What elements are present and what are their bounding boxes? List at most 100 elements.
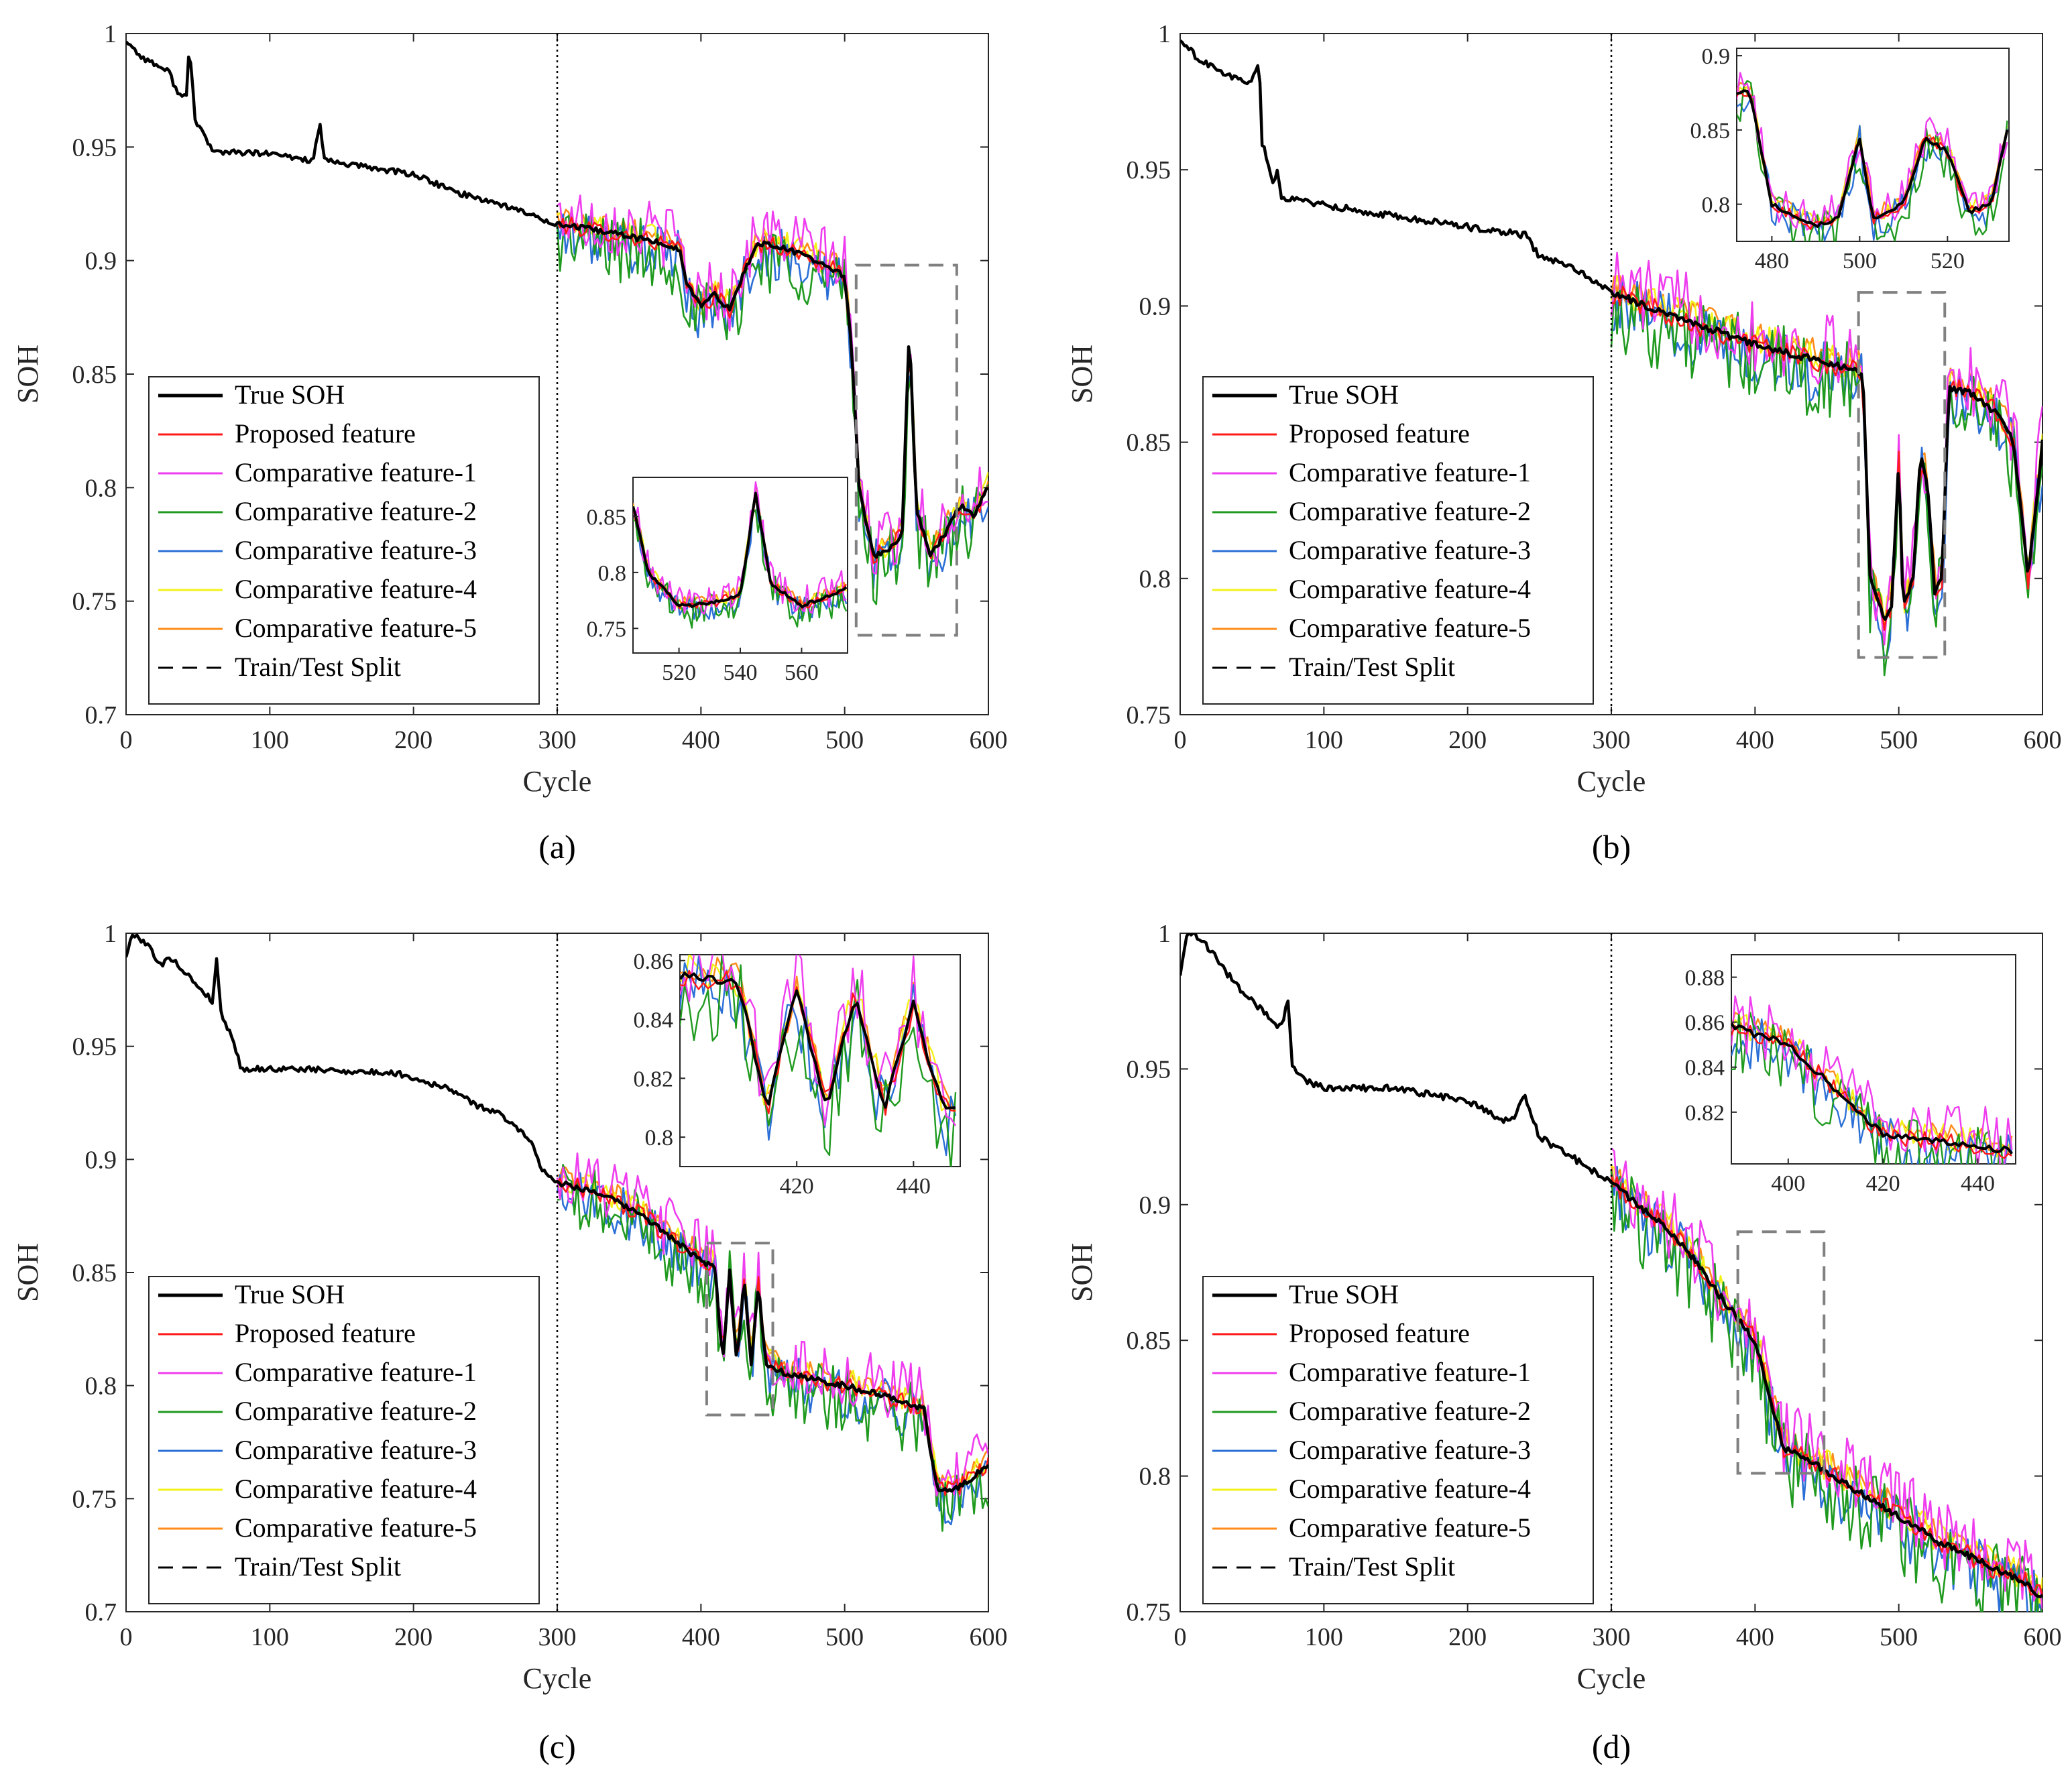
y-tick-label: 0.7: [85, 701, 117, 729]
legend-label: Comparative feature-3: [1289, 535, 1531, 565]
x-tick-label: 500: [825, 1623, 864, 1651]
inset-y-tick-label: 0.8: [598, 561, 627, 586]
legend-label: True SOH: [235, 1279, 345, 1309]
series-group: [1180, 933, 2042, 1612]
legend: True SOH Proposed feature Comparative feat…: [1202, 376, 1594, 705]
y-tick-label: 0.95: [1127, 1055, 1171, 1083]
x-tick-label: 0: [120, 1623, 133, 1651]
legend-label: Proposed feature: [235, 1318, 416, 1348]
inset-chart: 520 540 560 0.75 0.8 0.85: [587, 477, 848, 685]
x-axis-title: Cycle: [1577, 765, 1646, 798]
inset-series-line-2: [633, 481, 847, 615]
legend-label: Comparative feature-3: [235, 535, 477, 565]
x-tick-label: 200: [1448, 1623, 1487, 1651]
x-tick-label: 500: [825, 726, 864, 754]
chart-panel-d: 0 100 200 300 400 500 600 0.75 0.8 0.85 0.9 0.95 1 Cy…: [1066, 920, 2062, 1765]
x-tick-label: 0: [1174, 1623, 1187, 1651]
inset-series-line-1: [680, 969, 956, 1116]
inset-y-tick-label: 0.75: [587, 617, 627, 642]
x-tick-label: 400: [1736, 1623, 1774, 1651]
legend-label: Comparative feature-4: [235, 574, 477, 604]
zoom-box: [1857, 291, 1947, 659]
inset-y-tick-label: 0.8: [645, 1126, 674, 1150]
chart-panel-b: 0 100 200 300 400 500 600 0.75 0.8 0.85 0.9 0.95 1 Cy…: [1066, 20, 2062, 866]
inset-series-group: [633, 481, 848, 629]
legend-label: Train/Test Split: [1289, 652, 1455, 682]
x-tick-label: 100: [1305, 726, 1343, 754]
series-line-2: [1611, 1147, 2042, 1610]
chart-panel-a: 0 100 200 300 400 500 600 0.7 0.75 0.8 0.85 0.9 0.95…: [11, 20, 1008, 866]
legend-label: Comparative feature-4: [1289, 574, 1531, 604]
legend-label: Train/Test Split: [235, 652, 401, 682]
y-tick-label: 0.8: [1139, 1463, 1171, 1491]
inset-x-tick-label: 480: [1755, 249, 1789, 274]
x-tick-label: 500: [1880, 1623, 1918, 1651]
x-tick-label: 0: [120, 726, 133, 754]
y-tick-label: 0.85: [72, 361, 117, 389]
inset-x-tick-label: 400: [1771, 1171, 1805, 1196]
y-tick-label: 0.8: [85, 474, 117, 502]
inset-series-group: [1737, 72, 2009, 241]
series-line-1: [1610, 1176, 2042, 1596]
inset-x-tick-label: 560: [785, 660, 819, 685]
y-tick-label: 1: [1158, 920, 1171, 948]
series-line-2: [556, 1152, 988, 1497]
y-tick-label: 1: [104, 920, 117, 948]
x-tick-label: 600: [970, 1623, 1008, 1651]
inset-y-tick-label: 0.84: [1685, 1056, 1725, 1081]
legend-label: Comparative feature-2: [1289, 1396, 1531, 1426]
legend-label: Comparative feature-3: [1289, 1435, 1531, 1465]
legend-label: Comparative feature-1: [1289, 1357, 1531, 1387]
legend-label: True SOH: [1289, 1279, 1399, 1309]
inset-x-tick-label: 520: [1931, 249, 1965, 274]
inset-true-soh-line: [1731, 1022, 2013, 1155]
legend-label: Comparative feature-2: [1289, 496, 1531, 526]
inset-plot-area: [632, 477, 848, 654]
zoom-box: [705, 1242, 774, 1417]
legend-label: Comparative feature-4: [235, 1474, 477, 1504]
inset-series-line-3: [1731, 1012, 2012, 1164]
x-axis-title: Cycle: [523, 1662, 592, 1695]
y-tick-label: 0.8: [85, 1372, 117, 1401]
legend: True SOH Proposed feature Comparative feat…: [1202, 1276, 1594, 1604]
chart-panel-c: 0 100 200 300 400 500 600 0.7 0.75 0.8 0.85 0.9 0.95…: [11, 920, 1008, 1765]
x-tick-label: 400: [682, 1623, 720, 1651]
y-tick-label: 0.75: [1127, 701, 1171, 729]
inset-y-tick-label: 0.85: [1690, 119, 1731, 143]
y-axis-title: SOH: [11, 1243, 44, 1302]
inset-series-group: [1731, 995, 2013, 1164]
y-tick-label: 0.75: [1127, 1598, 1171, 1626]
legend-label: Proposed feature: [1289, 418, 1470, 449]
inset-x-tick-label: 440: [1961, 1171, 1995, 1196]
inset-chart: 420 440 0.8 0.82 0.84 0.86: [634, 949, 961, 1199]
inset-y-tick-label: 0.85: [587, 505, 627, 530]
legend-label: Comparative feature-5: [1289, 1513, 1531, 1543]
x-tick-label: 600: [2024, 1623, 2062, 1651]
x-tick-label: 100: [251, 726, 289, 754]
x-tick-label: 600: [970, 726, 1008, 754]
x-tick-label: 0: [1174, 726, 1187, 754]
legend-label: True SOH: [235, 379, 345, 410]
y-tick-label: 1: [104, 20, 117, 48]
inset-true-soh-line: [1737, 89, 2009, 228]
legend-label: Comparative feature-4: [1289, 1474, 1531, 1504]
y-tick-label: 0.75: [72, 588, 117, 616]
panel-label: (a): [538, 828, 576, 866]
x-tick-label: 200: [394, 1623, 433, 1651]
inset-series-group: [680, 955, 957, 1167]
inset-x-tick-label: 420: [780, 1174, 814, 1199]
x-tick-label: 600: [2024, 726, 2062, 754]
y-axis-title: SOH: [1066, 345, 1098, 404]
inset-chart: 480 500 520 0.8 0.85 0.9: [1690, 44, 2010, 274]
x-tick-label: 300: [1593, 1623, 1631, 1651]
y-tick-label: 0.9: [1139, 292, 1171, 320]
legend-label: Proposed feature: [235, 418, 416, 449]
x-tick-label: 200: [1448, 726, 1487, 754]
legend-box: [148, 1276, 540, 1604]
inset-series-line-4: [1731, 1016, 2013, 1164]
x-tick-label: 100: [1305, 1623, 1343, 1651]
y-tick-label: 0.9: [85, 1146, 117, 1174]
legend-label: Train/Test Split: [235, 1551, 401, 1582]
y-tick-label: 1: [1158, 20, 1171, 48]
x-tick-label: 300: [538, 1623, 577, 1651]
